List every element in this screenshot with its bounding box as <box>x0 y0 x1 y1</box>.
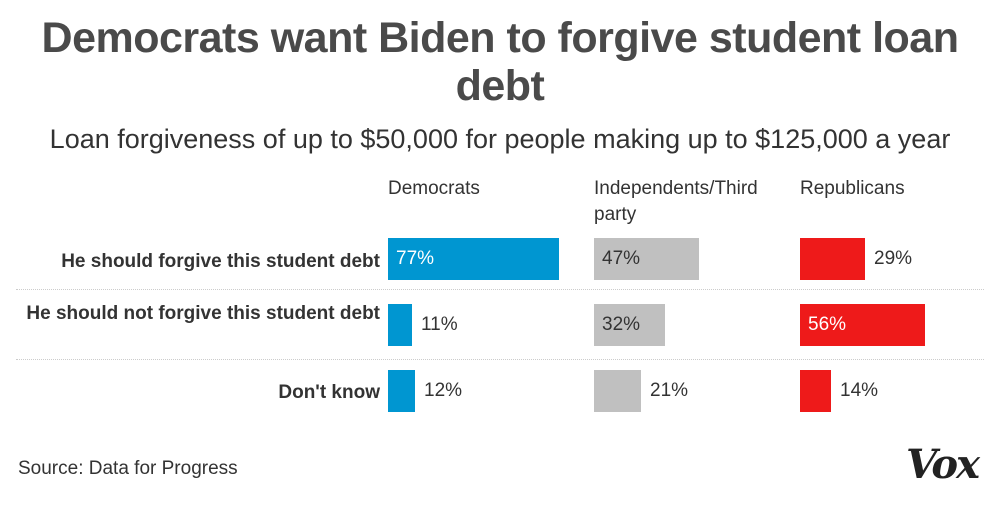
source-note: Source: Data for Progress <box>18 458 238 479</box>
bar-democrats <box>388 238 559 280</box>
category-label: Don't know <box>278 382 380 403</box>
bar-independents-third-party <box>594 238 699 280</box>
data-label: 56% <box>808 314 847 335</box>
data-label: 12% <box>424 380 463 401</box>
category-label: He should not forgive this student debt <box>26 303 380 324</box>
data-label: 47% <box>602 248 641 269</box>
data-label: 32% <box>602 314 641 335</box>
bar-democrats <box>388 304 412 346</box>
vox-logo: Vox <box>906 441 983 488</box>
series-header-democrats: Democrats <box>388 178 480 199</box>
bar-democrats <box>388 370 415 412</box>
bar-republicans <box>800 370 831 412</box>
data-label: 29% <box>874 248 913 269</box>
series-header-republicans: Republicans <box>800 178 905 199</box>
chart-subtitle: Loan forgiveness of up to $50,000 for pe… <box>49 124 951 154</box>
chart-title: Democrats want Biden to forgive student … <box>41 14 959 110</box>
data-label: 77% <box>396 248 435 269</box>
data-label: 11% <box>421 314 458 335</box>
series-header-independents-third-party: Independents/Third party <box>594 178 758 225</box>
data-label: 14% <box>840 380 879 401</box>
bar-independents-third-party <box>594 370 641 412</box>
row-divider <box>16 289 984 290</box>
bar-republicans <box>800 238 865 280</box>
bar-republicans <box>800 304 925 346</box>
svg-text:Vox: Vox <box>906 441 981 488</box>
category-label: He should forgive this student debt <box>61 251 380 272</box>
data-label: 21% <box>650 380 689 401</box>
row-divider <box>16 359 984 360</box>
bar-independents-third-party <box>594 304 665 346</box>
